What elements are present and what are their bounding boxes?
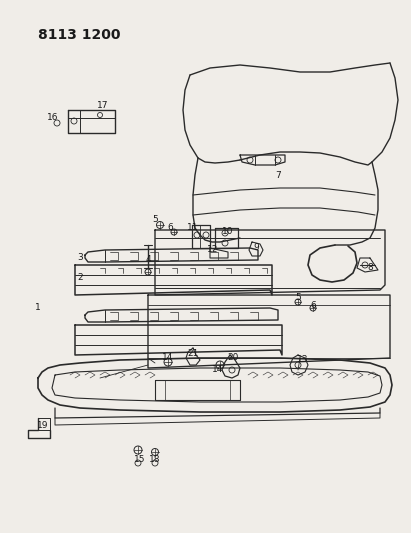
Text: 3: 3 xyxy=(77,254,83,262)
Text: 13: 13 xyxy=(297,356,309,365)
Text: 9: 9 xyxy=(253,244,259,253)
Text: 7: 7 xyxy=(275,171,281,180)
Text: 11: 11 xyxy=(187,223,199,232)
Text: 6: 6 xyxy=(310,301,316,310)
Text: 8113 1200: 8113 1200 xyxy=(38,28,120,42)
Text: 6: 6 xyxy=(167,223,173,232)
Text: 12: 12 xyxy=(207,246,219,254)
Text: 15: 15 xyxy=(134,456,146,464)
Text: 4: 4 xyxy=(145,255,151,264)
Text: 14: 14 xyxy=(162,353,174,362)
Text: 10: 10 xyxy=(222,228,234,237)
Text: 8: 8 xyxy=(367,263,373,272)
Text: 5: 5 xyxy=(152,215,158,224)
Text: 20: 20 xyxy=(227,353,239,362)
Text: 1: 1 xyxy=(35,303,41,312)
Text: 18: 18 xyxy=(149,456,161,464)
Text: 5: 5 xyxy=(295,294,301,303)
Text: 19: 19 xyxy=(37,421,49,430)
Text: 21: 21 xyxy=(187,349,199,358)
Text: 16: 16 xyxy=(47,114,59,123)
Text: 17: 17 xyxy=(97,101,109,109)
Text: 2: 2 xyxy=(77,273,83,282)
Text: 14: 14 xyxy=(212,366,224,375)
